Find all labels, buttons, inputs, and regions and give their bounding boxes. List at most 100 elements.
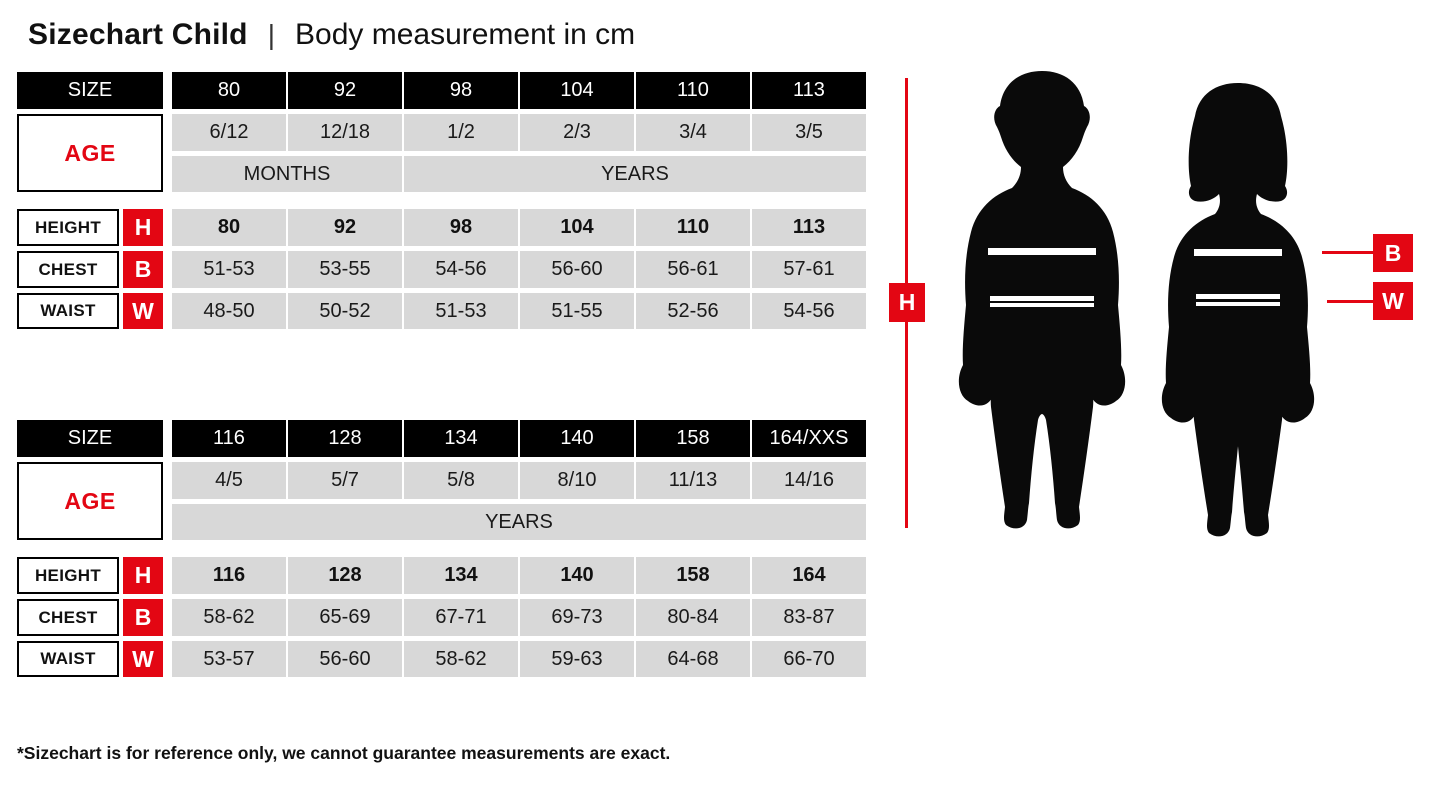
chest-value-cell: 83-87 [752,599,866,636]
height-measure-line-top [905,78,908,283]
boy-waist-line-2 [990,303,1094,307]
measure-label-group: CHEST B [17,599,163,636]
age-header-cell: AGE [17,462,163,540]
waist-value-cell: 58-62 [404,641,518,677]
title-separator: | [267,19,275,50]
size-value-cell: 140 [520,420,634,457]
footnote: *Sizechart is for reference only, we can… [17,743,671,763]
boy-chest-line [988,248,1096,255]
waist-value-cell: 48-50 [172,293,286,329]
chest-marker-badge: B [1373,234,1413,272]
measure-label-group: CHEST B [17,251,163,288]
chest-value-cell: 67-71 [404,599,518,636]
age-value-cell: 3/5 [752,114,866,151]
chest-label-cell: CHEST [17,599,119,636]
age-value-cell: 4/5 [172,462,286,499]
age-value-cell: 1/2 [404,114,518,151]
chest-connector-line [1322,251,1373,254]
height-value-cell: 92 [288,209,402,246]
height-value-cell: 110 [636,209,750,246]
age-unit-cell: YEARS [404,156,866,192]
chest-value-cell: 53-55 [288,251,402,288]
page-title: Sizechart Child [28,18,248,51]
size-value-cell: 158 [636,420,750,457]
waist-value-cell: 51-53 [404,293,518,329]
girl-waist-line [1196,294,1280,299]
chest-label-cell: CHEST [17,251,119,288]
age-value-cell: 5/8 [404,462,518,499]
girl-waist-line-2 [1196,302,1280,306]
measure-label-group: WAIST W [17,641,163,677]
waist-value-cell: 54-56 [752,293,866,329]
size-value-cell: 134 [404,420,518,457]
waist-connector-line [1327,300,1373,303]
age-value-cell: 3/4 [636,114,750,151]
height-value-cell: 140 [520,557,634,594]
chest-value-cell: 54-56 [404,251,518,288]
height-value-cell: 104 [520,209,634,246]
girl-silhouette-icon [1161,83,1315,537]
height-measure-line-bottom [905,322,908,528]
age-unit-cell: MONTHS [172,156,402,192]
chest-letter-badge: B [123,599,163,636]
age-value-cell: 12/18 [288,114,402,151]
age-value-cell: 11/13 [636,462,750,499]
size-value-cell: 98 [404,72,518,109]
waist-marker-badge: W [1373,282,1413,320]
waist-value-cell: 64-68 [636,641,750,677]
boy-waist-line [990,296,1094,301]
size-value-cell: 104 [520,72,634,109]
size-value-cell: 128 [288,420,402,457]
size-value-cell: 116 [172,420,286,457]
height-label-cell: HEIGHT [17,557,119,594]
age-value-cell: 6/12 [172,114,286,151]
waist-letter-badge: W [123,293,163,329]
measure-label-group: HEIGHT H [17,209,163,246]
chest-value-cell: 51-53 [172,251,286,288]
chest-value-cell: 56-60 [520,251,634,288]
age-unit-cell: YEARS [172,504,866,540]
height-value-cell: 134 [404,557,518,594]
height-value-cell: 164 [752,557,866,594]
waist-value-cell: 52-56 [636,293,750,329]
waist-value-cell: 53-57 [172,641,286,677]
age-value-cell: 8/10 [520,462,634,499]
size-table-lower: SIZE 116 128 134 140 158 164/XXS AGE 4/5 5/7 5/8 8/… [17,420,866,677]
age-value-cell: 2/3 [520,114,634,151]
size-value-cell: 80 [172,72,286,109]
waist-label-cell: WAIST [17,293,119,329]
boy-silhouette-icon [958,71,1126,529]
height-letter-badge: H [123,209,163,246]
waist-value-cell: 59-63 [520,641,634,677]
height-value-cell: 128 [288,557,402,594]
waist-value-cell: 50-52 [288,293,402,329]
chest-value-cell: 69-73 [520,599,634,636]
measure-label-group: WAIST W [17,293,163,329]
chest-letter-badge: B [123,251,163,288]
waist-letter-badge: W [123,641,163,677]
size-value-cell: 164/XXS [752,420,866,457]
waist-value-cell: 66-70 [752,641,866,677]
page-subtitle: Body measurement in cm [295,18,636,51]
age-value-cell: 5/7 [288,462,402,499]
size-value-cell: 92 [288,72,402,109]
height-label-cell: HEIGHT [17,209,119,246]
height-value-cell: 116 [172,557,286,594]
size-value-cell: 113 [752,72,866,109]
height-value-cell: 80 [172,209,286,246]
height-value-cell: 98 [404,209,518,246]
size-value-cell: 110 [636,72,750,109]
size-header-cell: SIZE [17,72,163,109]
chest-value-cell: 57-61 [752,251,866,288]
height-letter-badge: H [123,557,163,594]
chest-value-cell: 56-61 [636,251,750,288]
page-header: Sizechart Child | Body measurement in cm [28,18,635,52]
waist-value-cell: 51-55 [520,293,634,329]
waist-label-cell: WAIST [17,641,119,677]
age-header-cell: AGE [17,114,163,192]
height-value-cell: 113 [752,209,866,246]
chest-value-cell: 65-69 [288,599,402,636]
girl-chest-line [1194,249,1282,256]
measure-label-group: HEIGHT H [17,557,163,594]
